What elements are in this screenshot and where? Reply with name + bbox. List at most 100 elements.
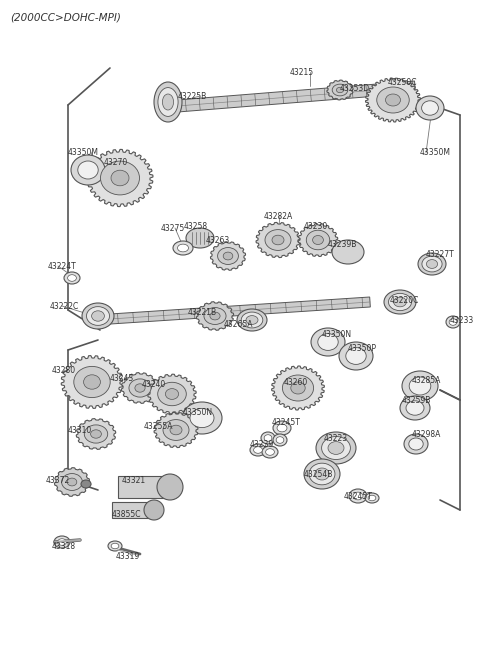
Text: 43350N: 43350N [322,330,352,339]
Ellipse shape [377,87,409,113]
Ellipse shape [339,342,373,370]
Ellipse shape [394,297,407,307]
Polygon shape [148,374,196,414]
Ellipse shape [265,449,275,456]
Ellipse shape [311,328,345,356]
Ellipse shape [418,253,446,275]
Ellipse shape [385,94,400,106]
Ellipse shape [388,294,411,310]
Ellipse shape [154,82,182,122]
Ellipse shape [111,170,129,186]
Ellipse shape [426,260,438,268]
Polygon shape [154,412,198,448]
Polygon shape [196,302,234,330]
Ellipse shape [346,348,366,365]
Text: 43350M: 43350M [68,148,98,157]
Ellipse shape [421,101,438,115]
Ellipse shape [416,96,444,120]
Ellipse shape [409,377,431,395]
Ellipse shape [82,303,114,329]
Polygon shape [365,78,420,122]
Ellipse shape [237,309,267,331]
Polygon shape [272,366,324,410]
Ellipse shape [144,500,164,520]
Text: 43350P: 43350P [348,344,377,353]
Ellipse shape [71,155,105,185]
Ellipse shape [74,367,110,397]
Text: 43239: 43239 [250,440,274,449]
Text: 43245T: 43245T [344,492,372,501]
Text: 43233: 43233 [450,316,474,325]
Ellipse shape [402,371,438,401]
Polygon shape [121,373,159,403]
Ellipse shape [81,480,91,488]
Text: 43855C: 43855C [111,510,141,519]
Ellipse shape [67,478,77,486]
Text: (2000CC>DOHC-MPI): (2000CC>DOHC-MPI) [10,12,121,22]
Polygon shape [76,419,116,450]
Text: 43282A: 43282A [264,212,293,221]
Polygon shape [256,222,300,258]
Ellipse shape [253,447,263,454]
Ellipse shape [312,235,324,244]
Ellipse shape [306,230,330,250]
Polygon shape [298,223,338,256]
Ellipse shape [158,382,186,405]
Ellipse shape [332,240,364,264]
Ellipse shape [186,228,214,248]
Polygon shape [327,80,353,100]
Ellipse shape [384,290,416,314]
Ellipse shape [332,84,348,96]
Text: 43225B: 43225B [178,92,206,101]
Ellipse shape [264,435,272,442]
Text: 43350M: 43350M [420,148,451,157]
Text: 43254B: 43254B [303,470,333,479]
Text: 43215: 43215 [290,68,314,77]
Ellipse shape [92,311,105,321]
Ellipse shape [246,316,258,324]
Text: 43321: 43321 [122,476,146,485]
Ellipse shape [273,434,287,446]
Text: 43318: 43318 [52,542,76,551]
Text: 43220C: 43220C [390,296,420,305]
Polygon shape [87,149,153,207]
Ellipse shape [163,419,189,440]
Text: 43350N: 43350N [183,408,213,417]
Ellipse shape [162,94,174,110]
Ellipse shape [111,543,119,549]
Text: 43280: 43280 [52,366,76,375]
Ellipse shape [282,375,313,401]
Ellipse shape [291,382,305,394]
Ellipse shape [170,425,182,435]
Ellipse shape [365,493,379,503]
Text: 43270: 43270 [104,158,128,167]
Text: 43259B: 43259B [402,396,432,405]
Ellipse shape [328,442,344,454]
Ellipse shape [58,539,66,545]
Ellipse shape [100,161,140,195]
Text: 43222C: 43222C [50,302,79,311]
Ellipse shape [315,468,329,480]
Ellipse shape [409,438,423,450]
Ellipse shape [336,87,344,93]
Text: 43285A: 43285A [412,376,442,385]
Ellipse shape [422,256,442,272]
Ellipse shape [64,272,80,284]
Ellipse shape [108,541,122,551]
Text: 43240: 43240 [142,380,166,389]
Ellipse shape [54,536,70,548]
Ellipse shape [182,402,222,434]
Ellipse shape [217,248,239,264]
Ellipse shape [91,429,101,438]
Ellipse shape [353,492,363,500]
Ellipse shape [446,316,460,328]
Text: 43260: 43260 [284,378,308,387]
Ellipse shape [241,312,263,328]
Text: 43298A: 43298A [412,430,442,439]
Ellipse shape [368,495,376,501]
Ellipse shape [272,235,284,245]
Bar [112,502,154,518]
Text: 43243: 43243 [110,374,134,383]
Ellipse shape [178,244,189,252]
Ellipse shape [309,463,335,485]
